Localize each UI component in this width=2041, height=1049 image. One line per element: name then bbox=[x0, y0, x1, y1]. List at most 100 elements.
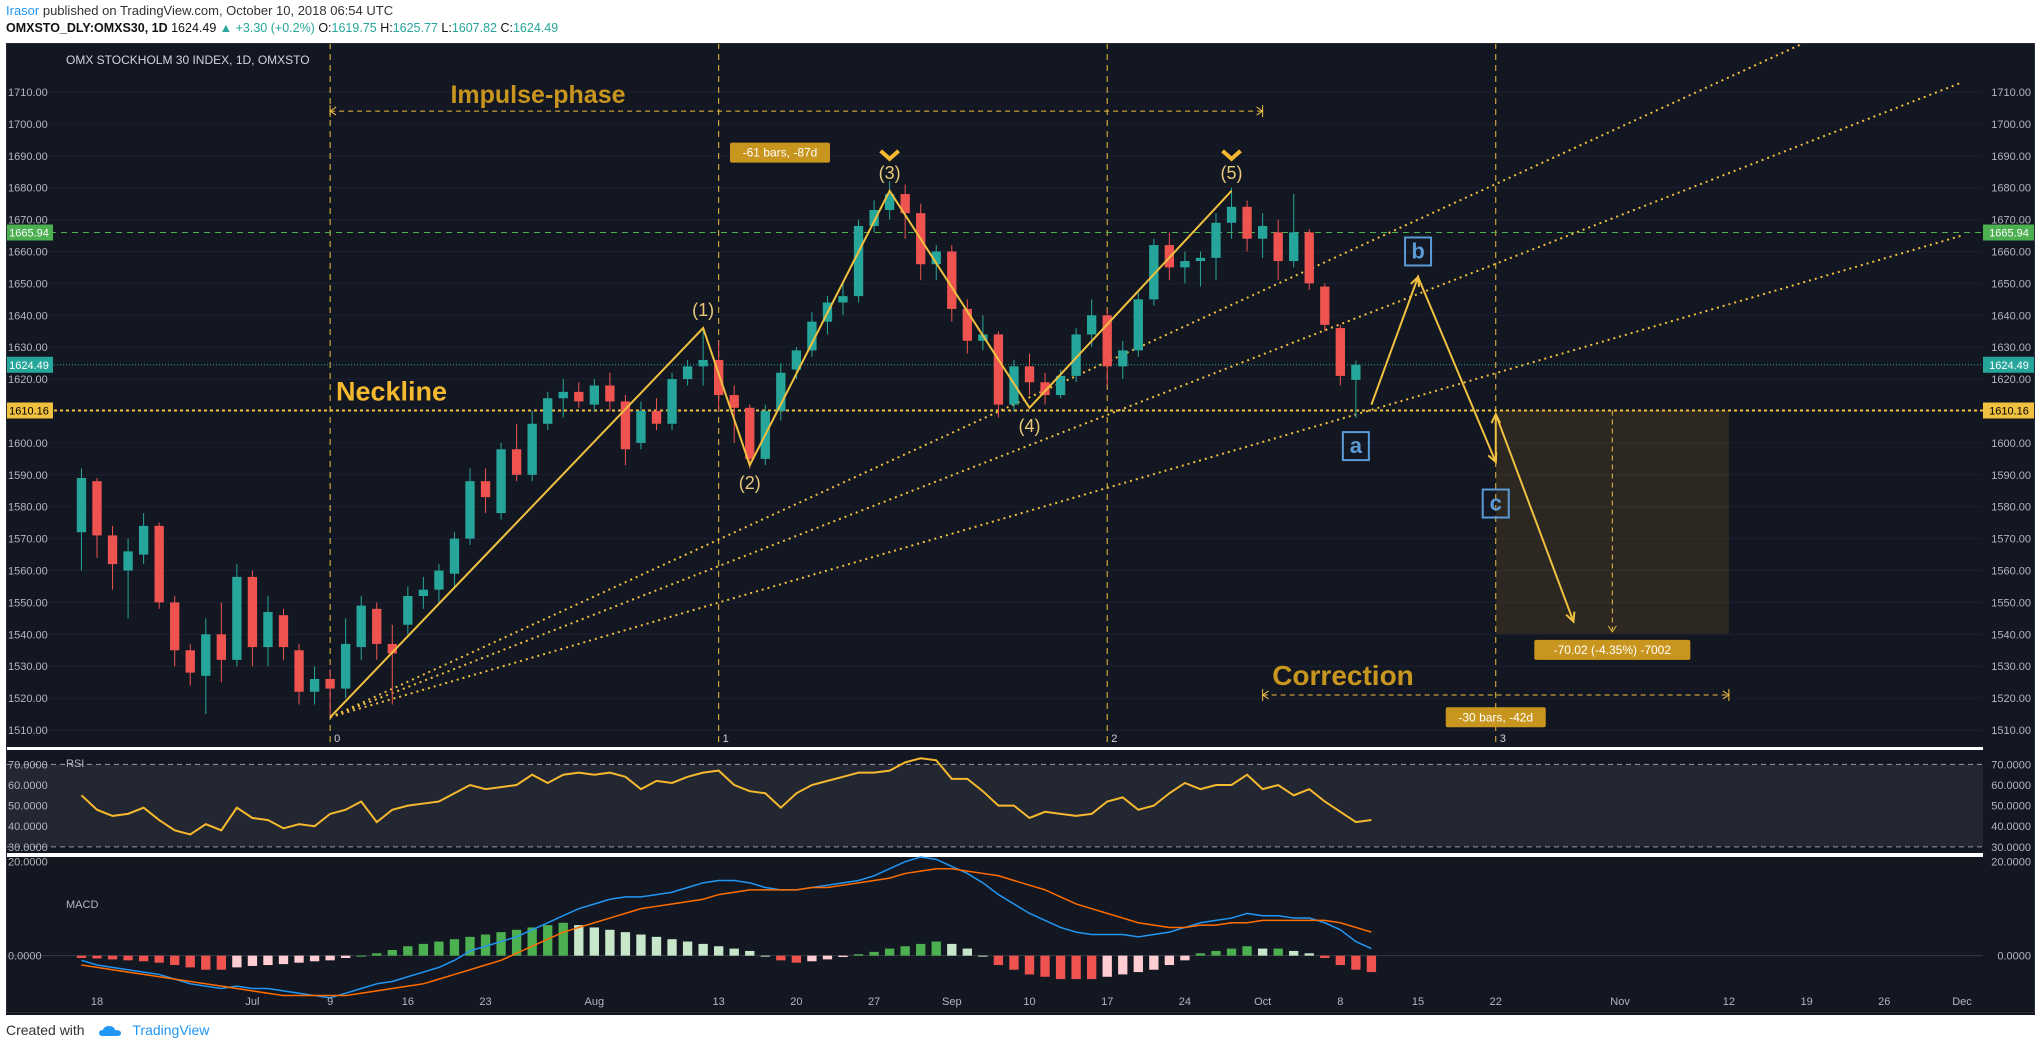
candle bbox=[1304, 229, 1314, 290]
candle bbox=[1211, 213, 1221, 281]
macd-hist-bar bbox=[589, 927, 599, 956]
candle-body bbox=[1102, 315, 1112, 367]
macd-hist-bar bbox=[1304, 953, 1314, 956]
price-tick-left: 1580.00 bbox=[8, 502, 48, 514]
candle bbox=[605, 372, 615, 411]
macd-hist-bar bbox=[900, 946, 910, 956]
price-axis: 1710.00 1710.00 1700.00 1700.00 1690.00 1690.… bbox=[6, 87, 2031, 737]
fan-line bbox=[329, 234, 1963, 719]
wave-label-box bbox=[1404, 236, 1433, 267]
candle-body bbox=[1304, 232, 1314, 284]
candle-body bbox=[1257, 225, 1268, 239]
impulse-phase-measure-bg bbox=[730, 142, 830, 163]
price-tick-right: 1670.00 bbox=[1991, 215, 2031, 227]
price-tick-right: 1700.00 bbox=[1991, 119, 2031, 131]
macd-hist-bar bbox=[1024, 955, 1035, 975]
macd-hist-bar bbox=[403, 946, 413, 956]
candle-body bbox=[341, 643, 351, 689]
candle bbox=[434, 564, 444, 603]
macd-hist-bar bbox=[341, 955, 351, 958]
author-link[interactable]: Irasor bbox=[6, 3, 40, 18]
price-tick-left: 1560.00 bbox=[8, 566, 48, 578]
macd-hist-bar bbox=[511, 929, 522, 956]
candle-body bbox=[853, 225, 864, 297]
candle bbox=[636, 401, 646, 450]
macd-hist-bar bbox=[1226, 948, 1237, 956]
macd-hist-bar bbox=[729, 948, 739, 956]
tradingview-link[interactable]: TradingView bbox=[132, 1022, 210, 1038]
macd-hist-bar bbox=[993, 955, 1004, 966]
candle-body bbox=[465, 481, 475, 539]
time-tick: 27 bbox=[868, 996, 880, 1008]
candle bbox=[962, 299, 972, 354]
rsi-line bbox=[80, 757, 1372, 836]
candle-body bbox=[107, 535, 118, 565]
chart-border bbox=[6, 43, 2035, 1013]
macd-hist-bar bbox=[465, 936, 475, 956]
price-tick-left: 1590.00 bbox=[8, 470, 48, 482]
candle-body bbox=[776, 372, 786, 411]
open-label: O: bbox=[318, 21, 332, 35]
rsi-tick-left: 70.0000 bbox=[8, 759, 48, 771]
macd-hist-bar bbox=[978, 955, 988, 957]
price-tag: 1624.49 1624.49 bbox=[6, 356, 2035, 373]
price-tick-left: 1530.00 bbox=[8, 661, 48, 673]
candle-body bbox=[558, 391, 568, 399]
macd-hist-bar bbox=[791, 955, 802, 963]
last-price: 1624.49 bbox=[171, 21, 217, 35]
macd-hist-bar bbox=[1351, 955, 1361, 970]
candle-body bbox=[962, 308, 972, 341]
target-box-label-bg bbox=[1534, 639, 1691, 660]
candle bbox=[418, 576, 429, 609]
price-tick-right: 1520.00 bbox=[1991, 693, 2031, 705]
candle bbox=[107, 525, 118, 590]
price-change: ▲ +3.30 (+0.2%) bbox=[219, 21, 315, 35]
candle bbox=[869, 200, 879, 233]
candle bbox=[1040, 372, 1050, 405]
wave-label: (5) bbox=[1221, 163, 1243, 183]
candle-body bbox=[1071, 334, 1081, 376]
wave-label: (4) bbox=[1019, 416, 1041, 436]
peak-chevron-icon bbox=[1221, 149, 1242, 162]
time-tick: 17 bbox=[1101, 996, 1113, 1008]
price-tick-right: 1510.00 bbox=[1991, 725, 2031, 737]
impulse-phase-measure: -61 bars, -87d bbox=[743, 146, 818, 160]
time-axis-bg bbox=[6, 1012, 2035, 1015]
candle-body bbox=[667, 379, 677, 424]
time-tick: 8 bbox=[1337, 996, 1343, 1008]
candle-body bbox=[605, 385, 615, 402]
candle-body bbox=[480, 481, 491, 498]
candle-body bbox=[387, 643, 397, 654]
price-tick-left: 1520.00 bbox=[8, 693, 48, 705]
macd-hist-bar bbox=[1211, 950, 1221, 956]
macd-hist-bar bbox=[714, 946, 724, 956]
wave-label-box bbox=[1481, 488, 1510, 519]
price-tick-right: 1660.00 bbox=[1991, 246, 2031, 258]
candle bbox=[480, 468, 491, 514]
candle-body bbox=[1320, 286, 1330, 325]
macd-hist-bar bbox=[1118, 955, 1128, 975]
candle bbox=[1195, 251, 1206, 287]
target-box-label: -70.02 (-4.35%) -7002 bbox=[1554, 643, 1672, 657]
macd-tick-left: 0.0000 bbox=[8, 951, 42, 963]
candle-body bbox=[449, 538, 460, 574]
candle-body bbox=[651, 411, 662, 424]
macd-hist-bar bbox=[1242, 946, 1252, 956]
time-tick: 20 bbox=[790, 996, 802, 1008]
candle bbox=[698, 328, 708, 386]
candle-body bbox=[1195, 257, 1206, 262]
macd-hist-bar bbox=[449, 939, 460, 956]
candle bbox=[387, 624, 397, 705]
symbol-name: OMXSTO_DLY:OMXS30, 1D bbox=[6, 21, 168, 35]
time-tick: 15 bbox=[1412, 996, 1424, 1008]
macd-hist-bar bbox=[1195, 953, 1206, 956]
macd-hist-bar bbox=[884, 948, 895, 956]
cycle-line-label: 3 bbox=[1500, 733, 1506, 745]
macd-line bbox=[81, 856, 1372, 999]
price-tick-right: 1600.00 bbox=[1991, 438, 2031, 450]
time-tick: 10 bbox=[1023, 996, 1035, 1008]
macd-hist-bar bbox=[931, 941, 941, 956]
cycle-line-label: 0 bbox=[334, 733, 340, 745]
macd-hist-bar bbox=[1180, 955, 1190, 961]
